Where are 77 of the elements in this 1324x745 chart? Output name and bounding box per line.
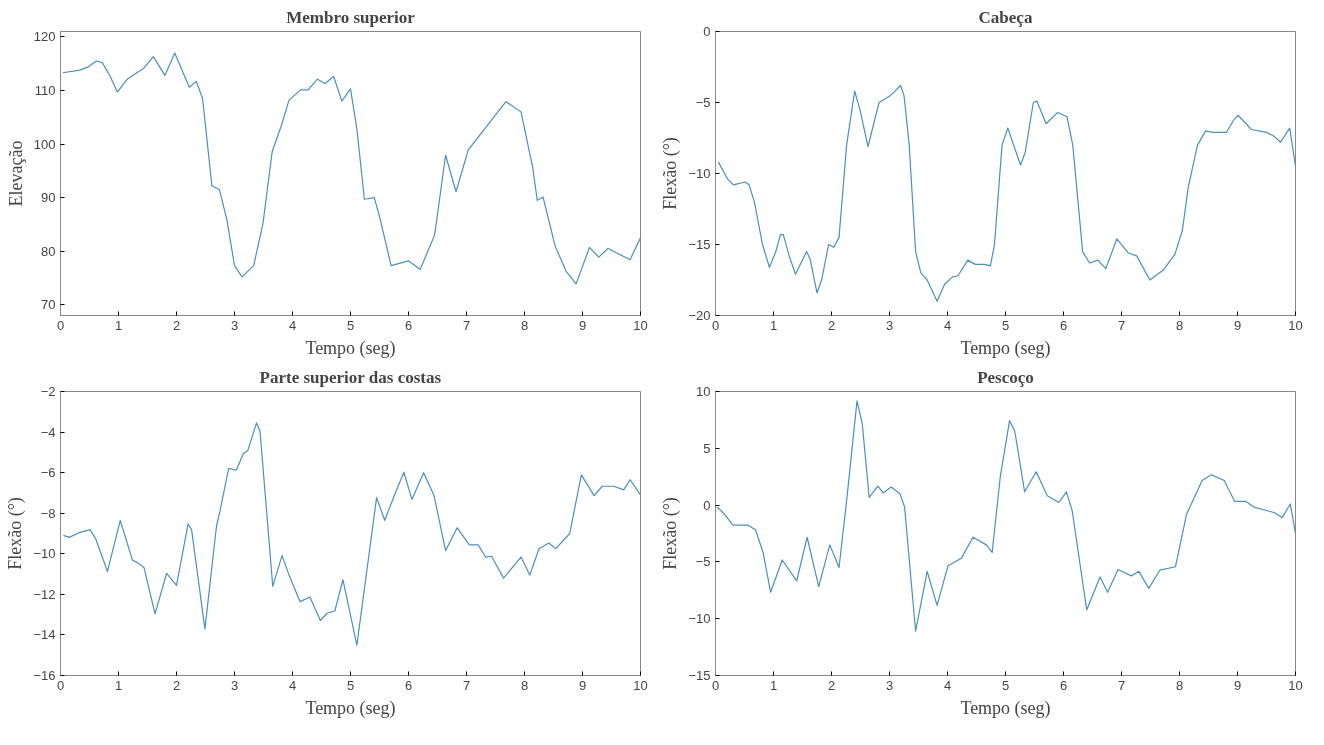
x-tick-label: 4 xyxy=(943,317,952,333)
chart-title: Parte superior das costas xyxy=(259,367,442,387)
x-axis-title: Tempo (seg) xyxy=(305,697,396,719)
y-tick-label: 80 xyxy=(41,243,56,259)
x-tick-label: 2 xyxy=(172,317,181,333)
y-tick-label: −10 xyxy=(33,546,56,562)
y-tick-label: −5 xyxy=(695,554,711,570)
y-tick-label: −10 xyxy=(688,166,711,181)
chart-title: Pescoço xyxy=(977,367,1034,387)
y-tick-label: 90 xyxy=(41,190,56,206)
y-axis-title: Flexão (°) xyxy=(660,497,682,570)
x-axis-title: Tempo (seg) xyxy=(305,337,396,359)
y-tick-label: 120 xyxy=(33,29,56,45)
y-tick-label: −10 xyxy=(688,611,711,627)
y-tick-label: −2 xyxy=(40,384,56,399)
x-tick-label: 9 xyxy=(578,677,587,693)
x-tick-label: 8 xyxy=(1175,317,1184,333)
y-tick-label: −20 xyxy=(688,308,711,323)
x-tick-label: 1 xyxy=(114,317,123,333)
y-tick-label: −15 xyxy=(688,237,711,252)
x-tick-label: 10 xyxy=(633,677,648,693)
y-axis-title: Elevação xyxy=(5,140,26,207)
x-tick-label: 5 xyxy=(346,317,355,333)
x-tick-label: 9 xyxy=(1233,317,1242,333)
y-tick-label: 70 xyxy=(41,297,56,313)
y-tick-label: −5 xyxy=(695,95,711,110)
y-tick-label: 5 xyxy=(703,440,711,456)
y-tick-label: −16 xyxy=(33,668,56,683)
x-tick-label: 9 xyxy=(1233,677,1242,693)
x-tick-label: 7 xyxy=(1117,677,1126,693)
x-axis-title: Tempo (seg) xyxy=(960,697,1051,719)
x-tick-label: 6 xyxy=(404,677,413,693)
x-tick-label: 6 xyxy=(404,317,413,333)
y-tick-label: −14 xyxy=(33,627,56,643)
y-tick-label: 100 xyxy=(33,136,56,152)
x-tick-label: 1 xyxy=(769,677,778,693)
x-tick-label: 3 xyxy=(230,317,239,333)
x-tick-label: 6 xyxy=(1059,677,1068,693)
x-tick-label: 2 xyxy=(827,317,836,333)
x-tick-label: 5 xyxy=(346,677,355,693)
y-axis-title: Flexão (°) xyxy=(660,137,682,210)
y-tick-label: 0 xyxy=(703,497,711,513)
x-tick-label: 3 xyxy=(885,677,894,693)
x-tick-label: 2 xyxy=(172,677,181,693)
x-tick-label: 8 xyxy=(520,677,529,693)
y-tick-label: −6 xyxy=(40,465,56,481)
x-tick-label: 6 xyxy=(1059,317,1068,333)
x-tick-label: 7 xyxy=(462,677,471,693)
x-tick-label: 8 xyxy=(520,317,529,333)
y-axis-title: Flexão (°) xyxy=(5,497,27,570)
x-tick-label: 9 xyxy=(578,317,587,333)
x-tick-label: 7 xyxy=(1117,317,1126,333)
x-tick-label: 7 xyxy=(462,317,471,333)
x-tick-label: 4 xyxy=(288,677,297,693)
x-tick-label: 4 xyxy=(288,317,297,333)
x-tick-label: 1 xyxy=(114,677,123,693)
y-tick-label: 0 xyxy=(703,24,711,39)
x-tick-label: 10 xyxy=(1288,677,1303,693)
y-tick-label: 10 xyxy=(696,384,711,399)
y-tick-label: −4 xyxy=(40,424,56,440)
x-axis-title: Tempo (seg) xyxy=(960,337,1051,359)
y-tick-label: −15 xyxy=(688,668,711,683)
x-tick-label: 10 xyxy=(633,317,648,333)
y-tick-label: 110 xyxy=(34,82,56,98)
x-tick-label: 5 xyxy=(1001,677,1010,693)
y-tick-label: −8 xyxy=(40,505,56,521)
x-tick-label: 10 xyxy=(1288,317,1303,333)
chart-title: Cabeça xyxy=(978,7,1033,27)
y-tick-label: −12 xyxy=(33,586,56,602)
x-tick-label: 1 xyxy=(769,317,778,333)
x-tick-label: 3 xyxy=(885,317,894,333)
chart-title: Membro superior xyxy=(286,7,416,27)
x-tick-label: 2 xyxy=(827,677,836,693)
x-tick-label: 3 xyxy=(230,677,239,693)
x-tick-label: 5 xyxy=(1001,317,1010,333)
x-tick-label: 8 xyxy=(1175,677,1184,693)
x-tick-label: 4 xyxy=(943,677,952,693)
